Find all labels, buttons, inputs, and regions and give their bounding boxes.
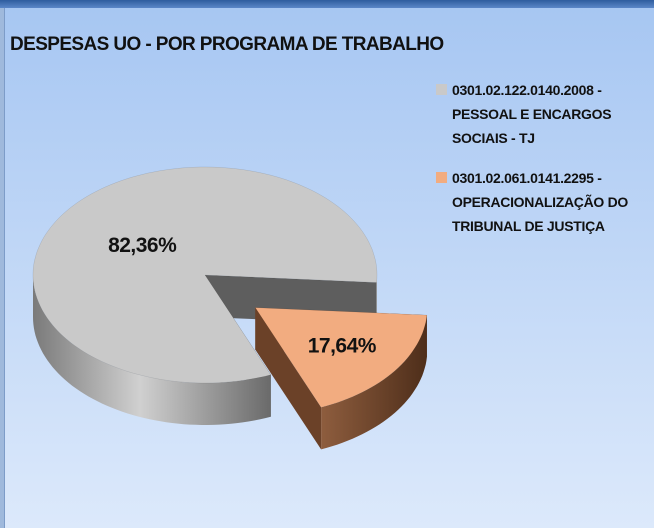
chart-title: DESPESAS UO - POR PROGRAMA DE TRABALHO <box>10 34 444 55</box>
legend-entry: 0301.02.061.0141.2295 - OPERACIONALIZAÇÃ… <box>436 166 646 238</box>
slice-side <box>33 275 271 425</box>
slice-face <box>255 307 322 450</box>
slice <box>254 307 428 408</box>
data-label: 82,36% <box>108 234 177 257</box>
frame-top <box>0 0 654 8</box>
legend-label: 0301.02.122.0140.2008 - PESSOAL E ENCARG… <box>452 82 612 146</box>
legend-swatch <box>436 172 447 183</box>
legend-swatch <box>436 84 447 95</box>
legend-entry: 0301.02.122.0140.2008 - PESSOAL E ENCARG… <box>436 78 646 150</box>
legend-label: 0301.02.061.0141.2295 - OPERACIONALIZAÇÃ… <box>452 170 629 234</box>
frame-left <box>0 8 5 528</box>
data-label: 17,64% <box>308 334 377 357</box>
slice <box>32 166 378 384</box>
slice-side <box>321 315 427 450</box>
